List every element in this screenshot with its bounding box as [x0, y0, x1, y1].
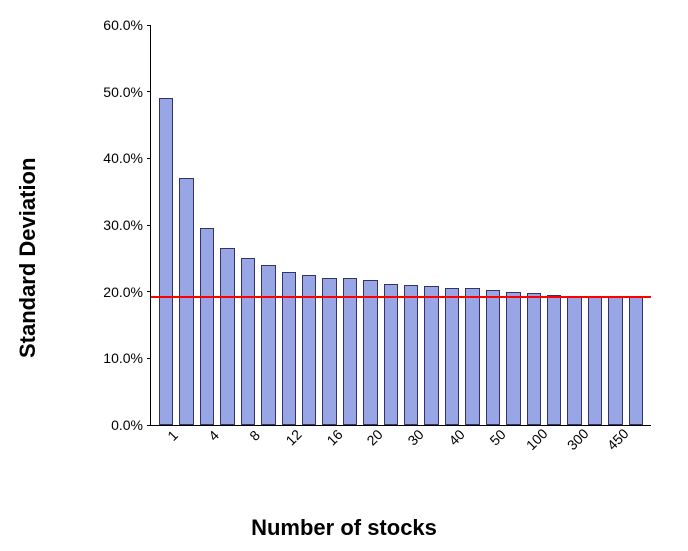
x-tick-label: 1	[164, 427, 181, 444]
bar	[179, 178, 193, 425]
x-tick-label: 300	[563, 425, 591, 453]
bar	[384, 284, 398, 425]
y-tick-label: 20.0%	[103, 284, 151, 300]
x-tick-label: 30	[405, 426, 427, 448]
bar	[547, 295, 561, 425]
bar	[363, 280, 377, 425]
y-tick-label: 40.0%	[103, 150, 151, 166]
bars-group	[151, 25, 651, 425]
x-tick-label: 8	[246, 427, 263, 444]
bar	[241, 258, 255, 425]
x-tick-label: 40	[445, 426, 467, 448]
x-tick-label: 4	[205, 427, 222, 444]
x-tick-label: 100	[522, 425, 550, 453]
x-tick-label: 450	[604, 425, 632, 453]
x-tick-label: 12	[282, 426, 304, 448]
bar	[608, 297, 622, 425]
chart-container: Standard Deviation Number of stocks 0.0%…	[0, 0, 688, 551]
bar	[159, 98, 173, 425]
bar	[424, 286, 438, 425]
reference-line	[151, 296, 651, 298]
plot-area: 0.0%10.0%20.0%30.0%40.0%50.0%60.0%148121…	[150, 25, 651, 426]
bar	[588, 296, 602, 425]
y-tick-label: 60.0%	[103, 17, 151, 33]
bar	[282, 272, 296, 425]
bar	[220, 248, 234, 425]
bar	[322, 278, 336, 425]
bar	[486, 290, 500, 425]
y-tick-label: 50.0%	[103, 84, 151, 100]
x-tick-label: 20	[364, 426, 386, 448]
y-tick-label: 30.0%	[103, 217, 151, 233]
bar	[200, 228, 214, 425]
bar	[506, 292, 520, 425]
bar	[527, 293, 541, 425]
x-axis-title: Number of stocks	[0, 515, 688, 541]
bar	[404, 285, 418, 425]
x-tick-label: 50	[486, 426, 508, 448]
bar	[343, 278, 357, 425]
bar	[445, 288, 459, 425]
bar	[261, 265, 275, 425]
y-tick-label: 0.0%	[111, 417, 151, 433]
bar	[629, 297, 643, 425]
bar	[465, 288, 479, 425]
y-axis-title: Standard Deviation	[15, 157, 41, 357]
x-tick-label: 16	[323, 426, 345, 448]
bar	[567, 296, 581, 425]
y-tick-label: 10.0%	[103, 350, 151, 366]
